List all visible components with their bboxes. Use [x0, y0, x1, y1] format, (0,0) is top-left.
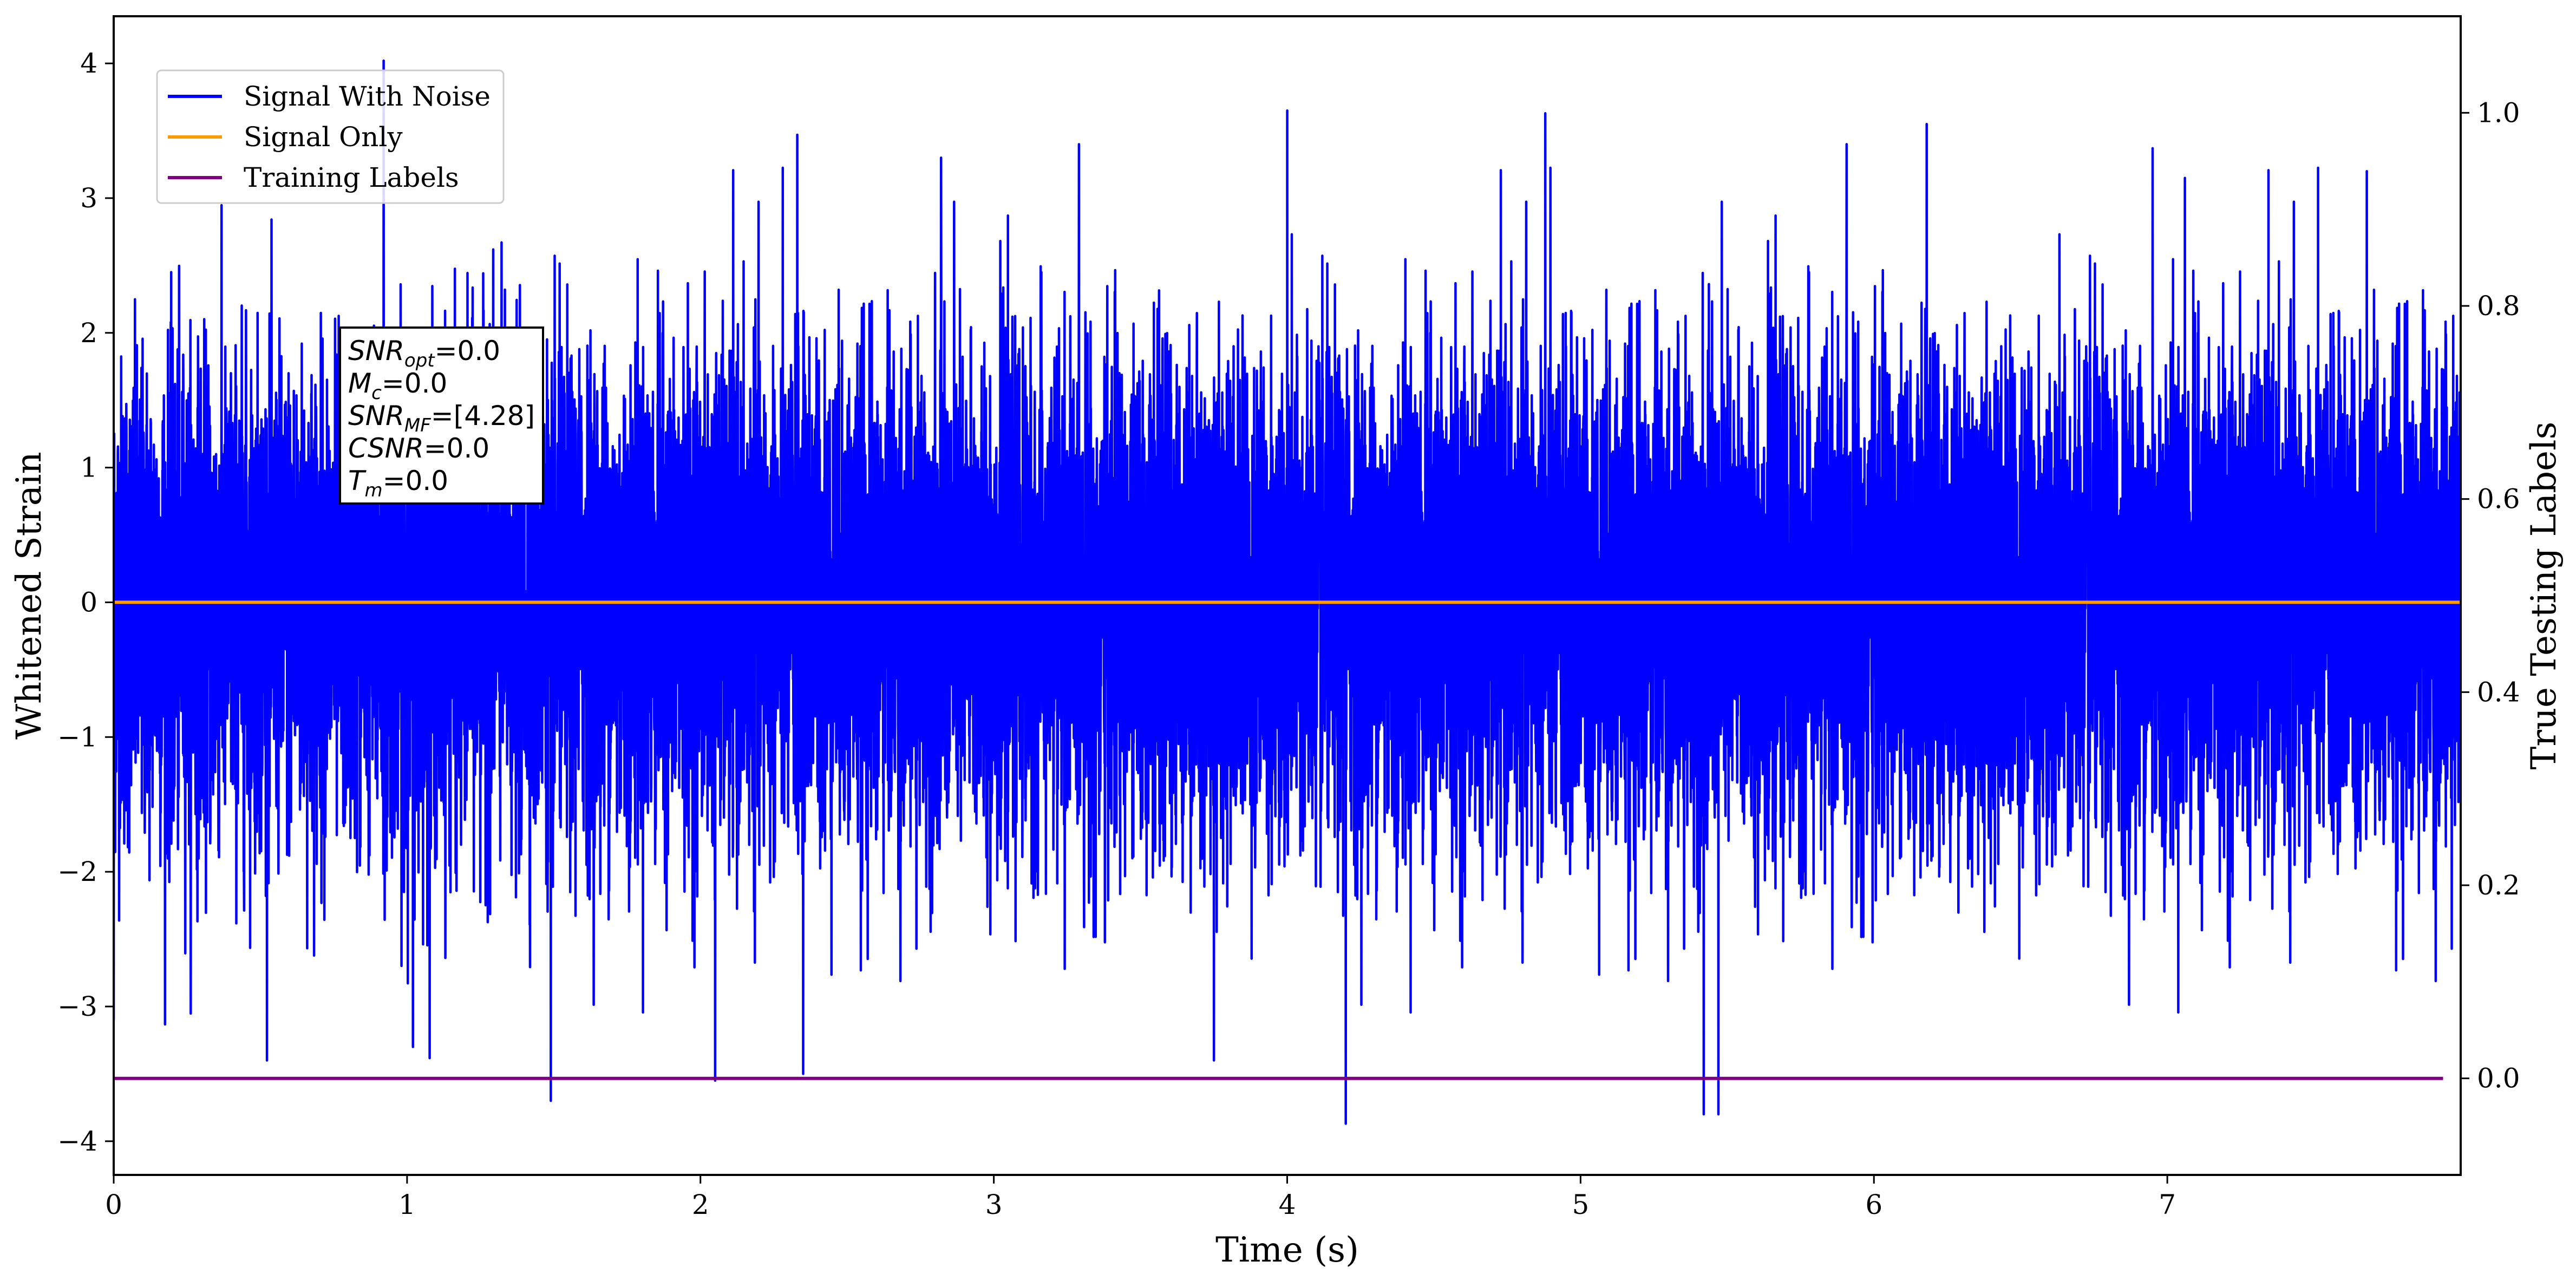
- legend-label: Signal With Noise: [244, 81, 491, 112]
- y-tick-label: 3: [80, 182, 97, 214]
- y-right-tick-label: 0.4: [2477, 676, 2520, 708]
- legend-box: [156, 69, 505, 204]
- y-right-tick-label: 0.8: [2477, 290, 2520, 322]
- y-tick-label: 4: [80, 48, 97, 79]
- y-tick-label: −2: [57, 856, 97, 887]
- legend-label: Training Labels: [244, 162, 459, 193]
- annotation-line: SNRopt=0.0: [348, 335, 500, 371]
- y-tick-label: −4: [57, 1126, 97, 1157]
- x-tick-label: 4: [1279, 1189, 1296, 1220]
- x-tick-label: 7: [2159, 1189, 2176, 1220]
- annotation-line: Tm=0.0: [348, 465, 448, 501]
- y-tick-label: −1: [57, 721, 97, 753]
- annotation-line: Mc=0.0: [348, 368, 447, 404]
- y-right-tick-label: 1.0: [2477, 97, 2520, 128]
- y-tick-label: 1: [80, 452, 97, 484]
- x-tick-label: 6: [1865, 1189, 1882, 1220]
- x-tick-label: 1: [398, 1189, 416, 1220]
- annotation-frame: [339, 326, 544, 505]
- y-right-tick-label: 0.6: [2477, 484, 2520, 515]
- y-tick-label: 2: [80, 317, 97, 349]
- y-axis-right-label: True Testing Labels: [2524, 422, 2564, 770]
- x-axis-label: Time (s): [1215, 1230, 1359, 1270]
- x-tick-label: 5: [1572, 1189, 1589, 1220]
- y-tick-label: 0: [80, 586, 97, 618]
- y-right-tick-label: 0.2: [2477, 870, 2520, 901]
- legend-label: Signal Only: [244, 121, 403, 153]
- y-axis-label: Whitened Strain: [9, 452, 49, 739]
- y-tick-label: −3: [57, 991, 97, 1022]
- annotation-box: SNRopt=0.0Mc=0.0SNRMF=[4.28]CSNR=0.0Tm=0…: [339, 326, 544, 505]
- annotation-line: CSNR=0.0: [348, 433, 489, 464]
- legend: Signal With Noise Signal Only Training Lab…: [156, 69, 505, 204]
- x-tick-label: 2: [692, 1189, 709, 1220]
- y-axis-right: 1.0 0.8 0.6 0.4 0.2 0.0: [2461, 97, 2520, 1094]
- series-line-signal-with-noise: [114, 59, 2461, 1125]
- y-right-tick-label: 0.0: [2477, 1063, 2520, 1094]
- x-axis: 0 1 2 3 4 5 6 7: [105, 1175, 2176, 1220]
- x-tick-label: 0: [105, 1189, 122, 1220]
- series-layer: [114, 59, 2461, 1125]
- x-tick-label: 3: [985, 1189, 1003, 1220]
- annotation-line: SNRMF=[4.28]: [348, 400, 535, 436]
- y-axis-left: 4 3 2 1 0 −1 −2 −3 −4: [57, 48, 114, 1157]
